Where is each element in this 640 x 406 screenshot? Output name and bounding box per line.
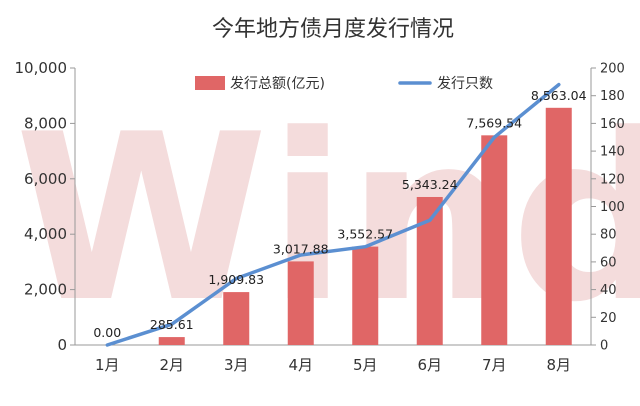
legend-bar-label: 发行总额(亿元) bbox=[230, 76, 325, 92]
chart-title: 今年地方债月度发行情况 bbox=[212, 17, 454, 42]
y-left-tick-label: 10,000 bbox=[15, 59, 68, 77]
y-right-tick-label: 0 bbox=[600, 339, 608, 354]
legend: 发行总额(亿元) 发行只数 bbox=[195, 76, 493, 92]
y-left-tick-label: 4,000 bbox=[24, 225, 67, 243]
legend-line-label: 发行只数 bbox=[437, 76, 493, 92]
y-left-tick-label: 2,000 bbox=[24, 281, 67, 299]
bar bbox=[287, 261, 314, 345]
bar-data-label: 5,343.24 bbox=[402, 177, 458, 192]
bar-data-label: 3,552.57 bbox=[337, 227, 393, 242]
y-left-tick-label: 8,000 bbox=[24, 114, 67, 132]
x-tick-label: 5月 bbox=[353, 356, 378, 374]
y-right-tick-label: 20 bbox=[600, 311, 617, 326]
bar bbox=[223, 292, 250, 345]
x-tick-label: 1月 bbox=[95, 356, 120, 374]
bar bbox=[352, 246, 379, 345]
x-tick-label: 2月 bbox=[159, 356, 184, 374]
y-right-tick-label: 140 bbox=[600, 145, 625, 160]
bar-data-label: 7,569.54 bbox=[466, 115, 522, 130]
line-series bbox=[105, 82, 561, 347]
wind-watermark: Wind bbox=[15, 86, 640, 353]
y-left-tick-label: 0 bbox=[57, 336, 67, 354]
bar-data-label: 8,563.04 bbox=[531, 88, 587, 103]
x-tick-label: 6月 bbox=[417, 356, 442, 374]
bar-data-label: 1,909.83 bbox=[208, 272, 264, 287]
x-tick-label: 4月 bbox=[288, 356, 313, 374]
y-right-tick-label: 40 bbox=[600, 283, 617, 298]
bar-data-label: 285.61 bbox=[150, 317, 194, 332]
y-right-tick-label: 60 bbox=[600, 255, 617, 270]
y-right-tick-label: 160 bbox=[600, 117, 625, 132]
bar bbox=[545, 107, 572, 345]
count-line bbox=[105, 82, 561, 347]
data-labels: 0.00 285.61 1,909.83 3,017.88 3,552.57 5,343.… bbox=[93, 88, 586, 340]
y-right-tick-label: 200 bbox=[600, 62, 625, 77]
x-tick-label: 7月 bbox=[482, 356, 507, 374]
y-left-tick-label: 6,000 bbox=[24, 170, 67, 188]
bar-data-label: 0.00 bbox=[93, 325, 121, 340]
y-right-tick-label: 80 bbox=[600, 228, 617, 243]
x-tick-label: 3月 bbox=[224, 356, 249, 374]
y-right-tick-label: 100 bbox=[600, 200, 625, 215]
y-right-tick-label: 180 bbox=[600, 89, 625, 104]
bar bbox=[481, 135, 508, 345]
legend-bar-swatch bbox=[195, 76, 225, 90]
bar bbox=[158, 337, 185, 345]
bar-data-label: 3,017.88 bbox=[273, 241, 329, 256]
y-right-tick-label: 120 bbox=[600, 172, 625, 187]
x-tick-label: 8月 bbox=[546, 356, 571, 374]
